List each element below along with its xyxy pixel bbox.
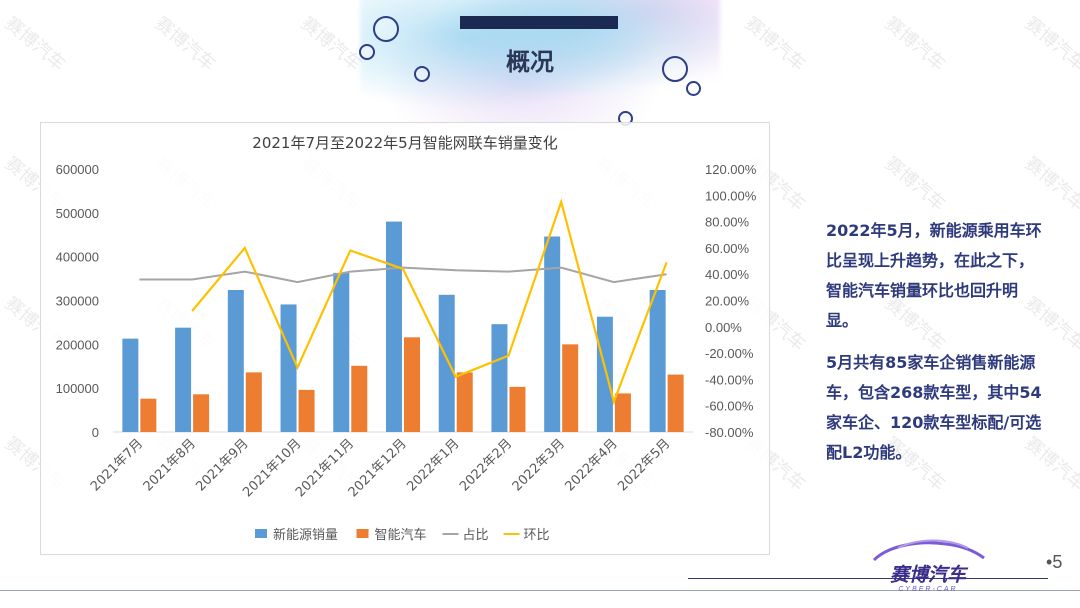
- bar-smart-car: [614, 393, 631, 432]
- chart-title: 2021年7月至2022年5月智能网联车销量变化: [252, 134, 557, 152]
- bar-nev-sales: [333, 272, 350, 432]
- line-mom: [191, 198, 668, 406]
- y-right-tick-label: -20.00%: [705, 346, 754, 361]
- bubble-decoration: [359, 44, 375, 60]
- y-right-tick-label: 0.00%: [705, 320, 742, 335]
- bar-smart-car: [193, 394, 210, 432]
- bar-nev-sales: [386, 221, 402, 432]
- bar-nev-sales: [280, 304, 297, 432]
- bar-smart-car: [298, 389, 315, 432]
- legend-swatch: [356, 529, 369, 538]
- combo-chart: 2021年7月至2022年5月智能网联车销量变化 0 100000 200000 300…: [56, 134, 757, 543]
- y-right-tick-label: 20.00%: [705, 294, 750, 309]
- x-tick-label: 2022年4月: [563, 436, 621, 494]
- bar-nev-sales: [649, 289, 666, 432]
- bar-smart-car: [351, 365, 368, 432]
- y-right-tick-label: -60.00%: [705, 399, 754, 414]
- y-right-tick-label: 120.00%: [705, 162, 757, 177]
- bar-smart-car: [667, 374, 684, 432]
- bar-smart-car: [562, 344, 579, 432]
- bar-smart-car: [404, 337, 420, 432]
- watermark-text: 赛博汽车: [880, 152, 950, 216]
- bar-nev-sales: [175, 327, 192, 432]
- y-left-tick-label: 100000: [56, 381, 99, 396]
- bar-nev-sales: [596, 316, 613, 432]
- legend-label: 智能汽车: [375, 527, 427, 543]
- page-number: •5: [1046, 552, 1063, 572]
- watermark-text: 赛博汽车: [1020, 152, 1080, 216]
- watermark-text: 赛博汽车: [0, 12, 70, 76]
- page-title: 概况: [506, 48, 554, 76]
- y-right-tick-label: 80.00%: [705, 215, 750, 230]
- y-right-tick-label: -40.00%: [705, 372, 754, 387]
- logo-name: 赛博汽车: [889, 564, 966, 586]
- x-tick-label: 2021年8月: [141, 436, 199, 494]
- y-left-tick-label: 600000: [56, 162, 99, 177]
- bar-smart-car: [140, 398, 157, 432]
- y-left-tick-label: 200000: [56, 337, 99, 352]
- x-tick-label: 2022年5月: [615, 436, 673, 494]
- bar-smart-car: [245, 372, 262, 432]
- bubble-decoration: [373, 16, 399, 42]
- watermark-text: 赛博汽车: [150, 12, 220, 76]
- bar-nev-sales: [438, 294, 455, 432]
- brand-logo: 赛博汽车 CYBER-CAR: [868, 536, 988, 600]
- y-right-tick-label: 100.00%: [705, 188, 757, 203]
- y-left-tick-label: 500000: [56, 206, 99, 221]
- x-tick-label: 2021年7月: [88, 436, 146, 494]
- x-tick-label: 2022年1月: [404, 436, 462, 494]
- watermark-text: 赛博汽车: [296, 12, 366, 76]
- legend-label: 占比: [463, 528, 489, 543]
- watermark-text: 赛博汽车: [740, 12, 810, 76]
- legend-label: 环比: [524, 528, 550, 543]
- bar-nev-sales: [491, 324, 508, 432]
- y-left-tick-label: 300000: [56, 294, 99, 309]
- logo-subtitle: CYBER-CAR: [898, 586, 958, 593]
- chart-container: 2021年7月至2022年5月智能网联车销量变化 0 100000 200000 300…: [40, 122, 770, 555]
- y-right-tick-label: 60.00%: [705, 241, 750, 256]
- bubble-decoration: [686, 81, 701, 96]
- bar-smart-car: [456, 372, 473, 432]
- y-right-tick-label: -80.00%: [705, 425, 754, 440]
- footer-divider: [688, 578, 1048, 579]
- bubble-decoration: [662, 56, 688, 82]
- summary-paragraph-1: 2022年5月，新能源乘用车环比呈现上升趋势，在此之下，智能汽车销量环比也回升明…: [826, 221, 1042, 330]
- watermark-text: 赛博汽车: [1020, 12, 1080, 76]
- x-tick-label: 2022年2月: [457, 436, 515, 494]
- legend-swatch: [255, 529, 267, 538]
- x-tick-label: 2022年3月: [510, 436, 568, 494]
- y-left-tick-label: 400000: [56, 250, 99, 265]
- title-accent-bar: [460, 16, 618, 29]
- bar-nev-sales: [227, 289, 244, 432]
- bar-nev-sales: [544, 236, 561, 432]
- bar-smart-car: [509, 386, 526, 432]
- bar-nev-sales: [122, 338, 139, 432]
- car-silhouette-icon: [872, 539, 985, 562]
- summary-paragraph-2: 5月共有85家车企销售新能源车，包含268款车型，其中54家车企、120款车型标…: [826, 353, 1042, 462]
- y-left-tick-label: 0: [92, 425, 99, 440]
- footer-bottom-line: [0, 590, 1080, 591]
- bubble-decoration: [414, 66, 430, 82]
- watermark-text: 赛博汽车: [880, 12, 950, 76]
- legend-label: 新能源销量: [273, 527, 338, 543]
- y-right-tick-label: 40.00%: [705, 267, 750, 282]
- summary-text: 2022年5月，新能源乘用车环比呈现上升趋势，在此之下，智能汽车销量环比也回升明…: [826, 216, 1046, 480]
